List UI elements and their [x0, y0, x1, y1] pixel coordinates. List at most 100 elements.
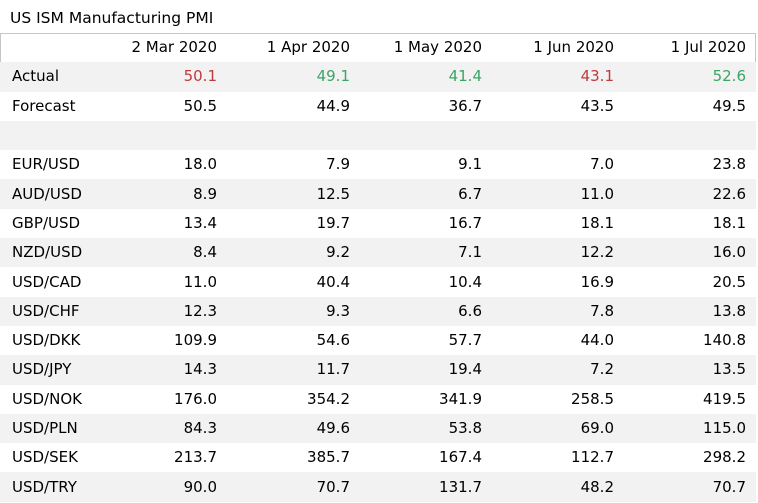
pair-label: USD/NOK: [0, 384, 100, 414]
pair-label: AUD/USD: [0, 179, 100, 209]
header-cell-blank: [0, 33, 100, 62]
pair-value: 176.0: [100, 384, 222, 414]
pair-value: 8.9: [100, 179, 222, 209]
pair-label: EUR/USD: [0, 150, 100, 180]
pair-value: 341.9: [355, 384, 487, 414]
pair-value: 23.8: [619, 150, 756, 180]
pair-row: USD/PLN 84.3 49.6 53.8 69.0 115.0: [0, 413, 756, 444]
pair-label: USD/DKK: [0, 325, 100, 356]
forecast-value: 49.5: [619, 91, 756, 121]
pair-value: 258.5: [487, 384, 619, 414]
pair-value: 16.9: [487, 267, 619, 297]
row-label: Actual: [0, 62, 100, 92]
pair-label: USD/TRY: [0, 472, 100, 502]
row-label: Forecast: [0, 91, 100, 121]
pair-row: AUD/USD 8.9 12.5 6.7 11.0 22.6: [0, 179, 756, 209]
pair-value: 44.0: [487, 325, 619, 356]
pair-value: 13.4: [100, 208, 222, 239]
pair-value: 7.9: [222, 150, 355, 180]
pair-value: 49.6: [222, 413, 355, 444]
pair-value: 419.5: [619, 384, 756, 414]
spacer-cell: [619, 120, 756, 151]
forecast-value: 36.7: [355, 91, 487, 121]
pair-value: 18.1: [619, 208, 756, 239]
pair-value: 11.0: [100, 267, 222, 297]
pair-label: GBP/USD: [0, 208, 100, 239]
pair-value: 53.8: [355, 413, 487, 444]
pair-value: 22.6: [619, 179, 756, 209]
pmi-table: 2 Mar 2020 1 Apr 2020 1 May 2020 1 Jun 2…: [0, 33, 756, 502]
pair-value: 131.7: [355, 472, 487, 502]
header-cell-date: 1 May 2020: [393, 38, 482, 57]
pair-value: 112.7: [487, 443, 619, 473]
pair-value: 6.6: [355, 296, 487, 326]
pair-row: GBP/USD 13.4 19.7 16.7 18.1 18.1: [0, 208, 756, 239]
pair-row: USD/SEK 213.7 385.7 167.4 112.7 298.2: [0, 443, 756, 473]
actual-value: 43.1: [487, 62, 619, 92]
pair-label: USD/CHF: [0, 296, 100, 326]
forecast-value: 43.5: [487, 91, 619, 121]
pair-value: 12.5: [222, 179, 355, 209]
pair-value: 354.2: [222, 384, 355, 414]
pair-value: 84.3: [100, 413, 222, 444]
pair-label: USD/SEK: [0, 443, 100, 473]
actual-value: 41.4: [355, 62, 487, 92]
pair-value: 385.7: [222, 443, 355, 473]
header-cell-date: 2 Mar 2020: [131, 38, 217, 57]
pair-value: 13.8: [619, 296, 756, 326]
pair-value: 298.2: [619, 443, 756, 473]
spacer-cell: [0, 120, 100, 151]
pair-value: 9.1: [355, 150, 487, 180]
pair-label: USD/CAD: [0, 267, 100, 297]
pair-value: 57.7: [355, 325, 487, 356]
pair-value: 7.1: [355, 238, 487, 268]
spacer-cell: [487, 120, 619, 151]
forecast-row: Forecast 50.5 44.9 36.7 43.5 49.5: [0, 91, 756, 121]
spacer-cell: [355, 120, 487, 151]
pair-row: USD/CHF 12.3 9.3 6.6 7.8 13.8: [0, 296, 756, 326]
pair-value: 7.0: [487, 150, 619, 180]
pair-value: 7.8: [487, 296, 619, 326]
forecast-value: 50.5: [100, 91, 222, 121]
pair-value: 6.7: [355, 179, 487, 209]
header-cell-date: 1 Jun 2020: [533, 38, 614, 57]
pair-row: EUR/USD 18.0 7.9 9.1 7.0 23.8: [0, 150, 756, 180]
pair-value: 109.9: [100, 325, 222, 356]
pair-value: 16.7: [355, 208, 487, 239]
pair-label: USD/JPY: [0, 355, 100, 385]
spacer-row: [0, 120, 756, 151]
pair-value: 70.7: [619, 472, 756, 502]
pair-value: 54.6: [222, 325, 355, 356]
forecast-value: 44.9: [222, 91, 355, 121]
actual-value: 50.1: [100, 62, 222, 92]
pair-value: 12.3: [100, 296, 222, 326]
pair-value: 18.0: [100, 150, 222, 180]
pair-value: 13.5: [619, 355, 756, 385]
header-cell-date: 1 Apr 2020: [266, 38, 350, 57]
pair-value: 213.7: [100, 443, 222, 473]
actual-value: 49.1: [222, 62, 355, 92]
pair-row: NZD/USD 8.4 9.2 7.1 12.2 16.0: [0, 238, 756, 268]
pair-value: 10.4: [355, 267, 487, 297]
pair-value: 19.4: [355, 355, 487, 385]
pair-value: 48.2: [487, 472, 619, 502]
pair-value: 14.3: [100, 355, 222, 385]
pair-row: USD/NOK 176.0 354.2 341.9 258.5 419.5: [0, 384, 756, 414]
pair-value: 90.0: [100, 472, 222, 502]
spacer-cell: [100, 120, 222, 151]
table-title: US ISM Manufacturing PMI: [10, 9, 214, 27]
pair-value: 20.5: [619, 267, 756, 297]
pair-row: USD/JPY 14.3 11.7 19.4 7.2 13.5: [0, 355, 756, 385]
pair-row: USD/CAD 11.0 40.4 10.4 16.9 20.5: [0, 267, 756, 297]
pair-value: 40.4: [222, 267, 355, 297]
pair-value: 11.0: [487, 179, 619, 209]
header-cell-date: 1 Jul 2020: [670, 38, 746, 57]
pair-label: USD/PLN: [0, 413, 100, 444]
pair-label: NZD/USD: [0, 238, 100, 268]
pair-value: 9.2: [222, 238, 355, 268]
pair-value: 167.4: [355, 443, 487, 473]
pair-value: 140.8: [619, 325, 756, 356]
spacer-cell: [222, 120, 355, 151]
pair-value: 69.0: [487, 413, 619, 444]
pair-value: 16.0: [619, 238, 756, 268]
